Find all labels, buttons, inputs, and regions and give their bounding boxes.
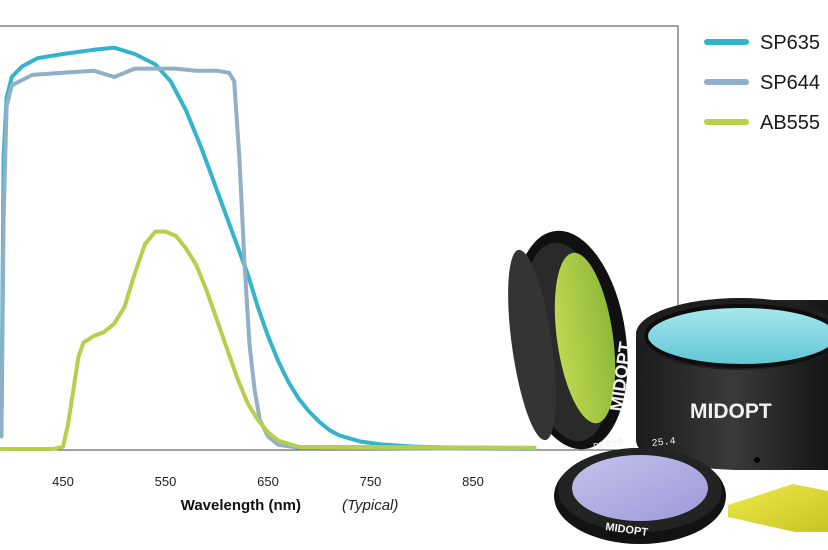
x-tick-label-450: 450 <box>52 474 74 489</box>
x-tick-label-650: 650 <box>257 474 279 489</box>
x-tick-label-750: 750 <box>360 474 382 489</box>
series-layer <box>0 45 537 451</box>
small-purple-filter: BP850 25.4 MIDOPT <box>554 437 726 544</box>
plot-frame <box>0 25 679 451</box>
yellow-glass-slab <box>728 484 828 532</box>
x-tick-label-850: 850 <box>462 474 484 489</box>
series-line-sp644 <box>0 66 537 451</box>
x-tick-labels: 450 550 650 750 850 <box>52 474 484 489</box>
green-filter: MIDOPT <box>508 230 636 450</box>
legend-label-sp635: SP635 <box>760 32 820 54</box>
legend: SP635 SP644 AB555 <box>704 32 820 134</box>
series-line-ab555 <box>0 229 537 451</box>
small-filter-size: 25.4 <box>651 437 676 450</box>
small-filter-brand: MIDOPT <box>605 521 649 539</box>
large-blue-filter: MIDOPT <box>636 298 828 470</box>
large-filter-brand: MIDOPT <box>690 400 772 423</box>
legend-label-ab555: AB555 <box>760 112 820 134</box>
series-line-sp635 <box>0 45 537 451</box>
legend-label-sp644: SP644 <box>760 72 820 94</box>
filter-product-photo: MIDOPT MIDOPT BP850 25.4 MIDOPT <box>508 230 828 544</box>
x-tick-label-550: 550 <box>155 474 177 489</box>
x-axis-label-note: (Typical) <box>342 497 398 514</box>
x-axis-label: Wavelength (nm) <box>181 497 301 514</box>
